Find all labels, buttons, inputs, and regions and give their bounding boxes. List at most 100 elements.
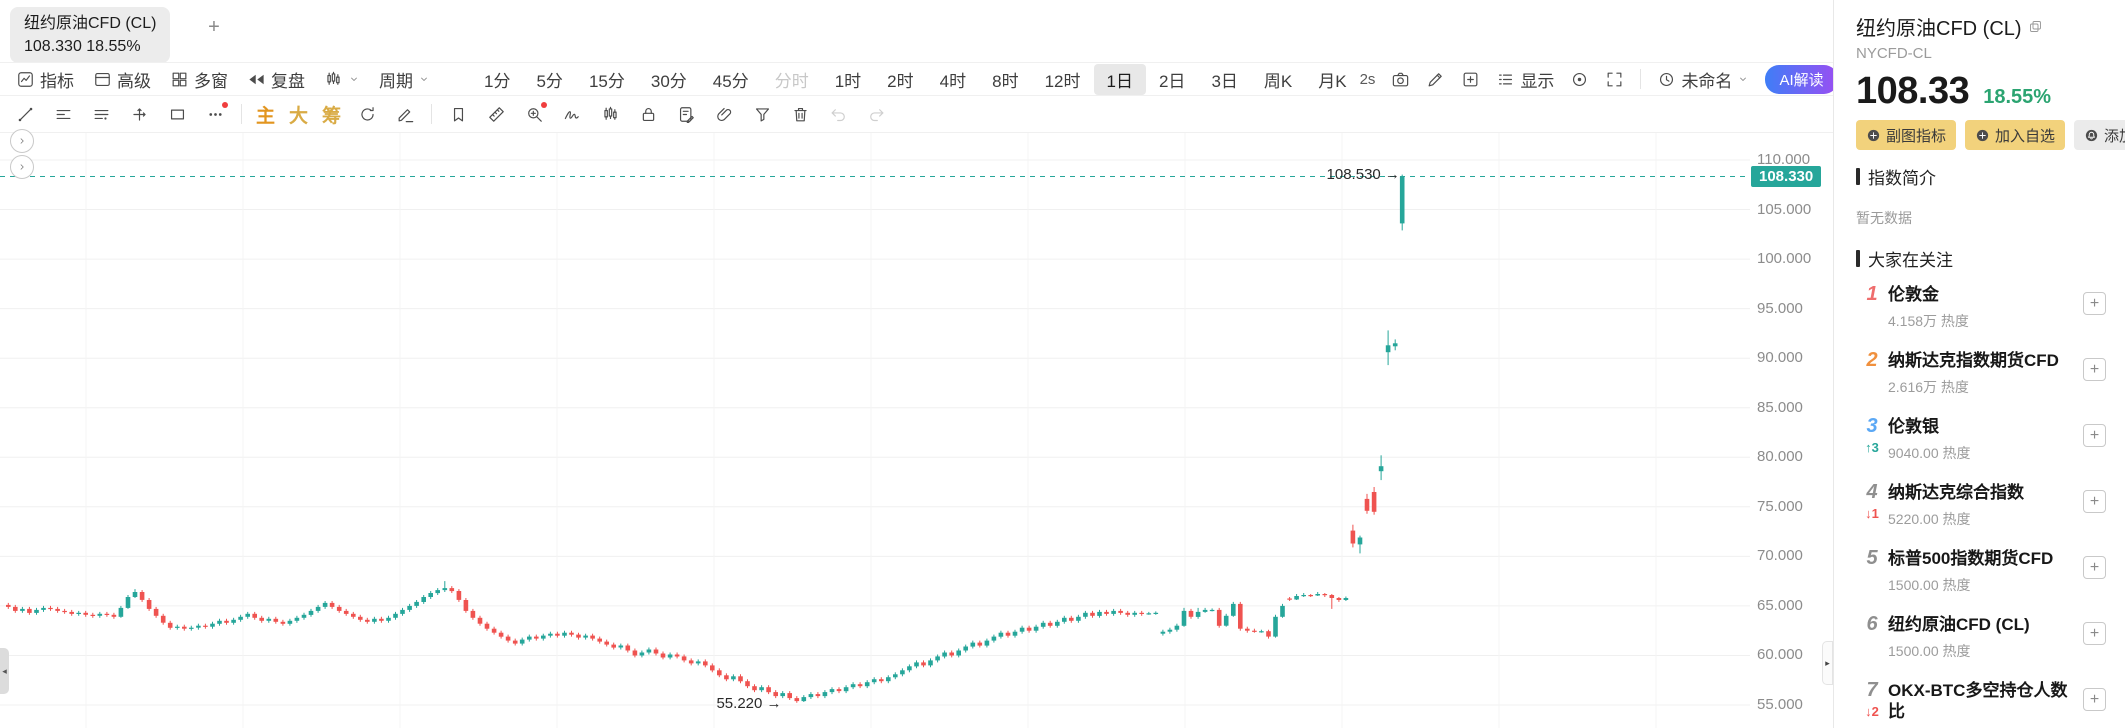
section-watch-title: 大家在关注 [1868,251,1953,270]
lock-tool[interactable] [636,102,660,126]
delete-tool[interactable] [788,102,812,126]
copy-icon[interactable] [2028,19,2043,34]
refresh-interval[interactable]: 2s [1359,70,1376,88]
watch-add-button[interactable]: + [2083,424,2106,447]
display-toggle[interactable]: 显示 [1496,67,1554,92]
timeframe-2日[interactable]: 2日 [1158,71,1186,91]
advanced-button[interactable]: 高级 [93,67,151,92]
watchlist-item[interactable]: 3 ↑3 伦敦银 9040.00 热度 + [1856,416,2113,482]
clock-icon [1660,72,1674,86]
fullscreen-button[interactable] [1605,70,1624,89]
replay-button[interactable]: 复盘 [247,67,305,92]
watchlist-item[interactable]: 2 纳斯达克指数期货CFD 2.616万 热度 + [1856,350,2113,416]
indicators-button[interactable]: 指标 [16,67,74,92]
candlestick-chart[interactable] [0,133,1750,728]
h-lines-icon [56,109,70,119]
panel-collapse-handle[interactable]: ▸ [1822,641,1833,685]
bookmark-icon [453,107,463,121]
ruler-tool[interactable] [484,102,508,126]
redo-button[interactable] [864,102,888,126]
watchlist-item[interactable]: 6 纽约原油CFD (CL) 1500.00 热度 + [1856,614,2113,680]
brush-tool[interactable] [560,102,584,126]
layout-name-dropdown[interactable]: 未命名 [1657,67,1749,92]
watchlist-item[interactable]: 5 标普500指数期货CFD 1500.00 热度 + [1856,548,2113,614]
timeframe-月K[interactable]: 月K [1318,71,1347,91]
panel-price-row: 108.33 18.55% [1856,70,2051,113]
draw-button[interactable] [1426,70,1445,89]
dots-icon [208,112,222,116]
measure-tool[interactable] [127,102,151,126]
timeframe-1分[interactable]: 1分 [484,71,511,91]
chart-type-dropdown[interactable] [324,70,360,89]
filter-tool[interactable] [750,102,774,126]
watch-add-button[interactable]: + [2083,292,2106,315]
timeframe-2时[interactable]: 2时 [887,71,914,91]
timeframe-4时[interactable]: 4时 [939,71,967,91]
multi-window-icon [172,72,187,86]
watch-add-button[interactable]: + [2083,358,2106,381]
period-dropdown[interactable]: 周期 [379,67,430,92]
chart-area[interactable]: 110.000 105.000 100.000 95.000 90.000 85.000 8… [0,133,1833,728]
panel-symbol-title: 纽约原油CFD (CL) [1856,12,2043,41]
main-chart-toggle[interactable]: 主 [256,105,276,127]
add-panel-button[interactable] [1461,70,1480,89]
attach-tool[interactable] [712,102,736,126]
note-tool[interactable] [674,102,698,126]
funnel-icon [755,107,769,122]
horizontal-lines-tool[interactable] [51,102,75,126]
price-tick-65: 65.000 [1757,596,1803,614]
timeframe-15分[interactable]: 15分 [588,71,625,91]
annotate-tool[interactable] [393,102,417,126]
price-tick-80: 80.000 [1757,448,1803,466]
zoom-tool[interactable] [522,102,548,126]
sub-indicator-button[interactable]: 副图指标 [1856,120,1957,150]
timeframe-1日[interactable]: 1日 [1093,63,1146,95]
watch-add-button[interactable]: + [2083,622,2106,645]
add-watchlist-button[interactable]: 加入自选 [1965,120,2066,150]
watch-add-button[interactable]: + [2083,490,2106,513]
timeframe-8时[interactable]: 8时 [992,71,1019,91]
timeframe-周K[interactable]: 周K [1263,71,1293,91]
more-drawings-button[interactable] [203,102,228,126]
rectangle-tool[interactable] [165,102,189,126]
timeframe-12时[interactable]: 12时 [1044,71,1081,91]
add-alert-button[interactable]: 添加预警 [2074,120,2125,150]
trend-line-tool[interactable] [13,102,37,126]
undo-icon [831,108,845,121]
price-tick-100: 100.000 [1757,250,1812,268]
timeframe-分时[interactable]: 分时 [774,71,809,91]
scroll-left-handle[interactable]: ◂ [0,648,9,694]
parallel-lines-tool[interactable] [89,102,113,126]
symbol-tab[interactable]: 纽约原油CFD (CL) 108.330 18.55% [10,7,171,64]
watch-add-button[interactable]: + [2083,688,2106,711]
drawer-expand-button-2[interactable] [10,155,34,179]
timeframe-45分[interactable]: 45分 [712,71,749,91]
watch-add-button[interactable]: + [2083,556,2106,579]
timeframe-3日[interactable]: 3日 [1211,71,1238,91]
tab-bar: 纽约原油CFD (CL) 108.330 18.55% + [0,0,1833,64]
display-toggle-label: 显示 [1520,71,1555,91]
watch-heat: 9040.00 热度 [1888,445,1971,461]
multi-window-button[interactable]: 多窗 [170,67,228,92]
ai-insight-button[interactable]: AI解读 [1765,64,1838,94]
refresh-tool[interactable] [355,102,379,126]
candle-style-tool[interactable] [598,102,622,126]
watchlist-item[interactable]: 7 ↓2 OKX-BTC多空持仓人数比 1000.00 热度 + [1856,680,2113,728]
drawer-expand-button-1[interactable] [10,129,34,153]
add-tab-button[interactable]: + [208,16,220,38]
watchlist-item[interactable]: 1 伦敦金 4.158万 热度 + [1856,284,2113,350]
large-view-toggle[interactable]: 大 [289,105,309,127]
timeframe-5分[interactable]: 5分 [536,71,563,91]
bookmark-tool[interactable] [446,102,470,126]
watch-heat: 5220.00 热度 [1888,511,1971,527]
undo-button[interactable] [826,102,850,126]
timeframe-30分[interactable]: 30分 [650,71,687,91]
timeframe-1时[interactable]: 1时 [834,71,862,91]
chip-distribution-toggle[interactable]: 筹 [322,105,342,127]
settings-button[interactable] [1570,70,1589,89]
watchlist-item[interactable]: 4 ↓1 纳斯达克综合指数 5220.00 热度 + [1856,482,2113,548]
screenshot-button[interactable] [1391,70,1410,89]
sub-indicator-button-label: 副图指标 [1886,127,1947,145]
watch-heat: 1500.00 热度 [1888,643,1971,659]
chevron-right-icon [20,164,24,170]
